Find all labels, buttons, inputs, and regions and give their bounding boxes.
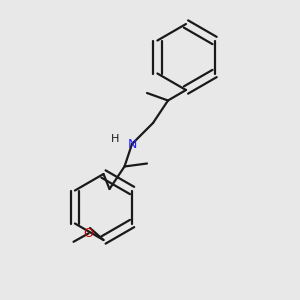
Text: N: N	[127, 137, 137, 151]
Text: H: H	[110, 134, 119, 144]
Text: O: O	[84, 227, 93, 240]
